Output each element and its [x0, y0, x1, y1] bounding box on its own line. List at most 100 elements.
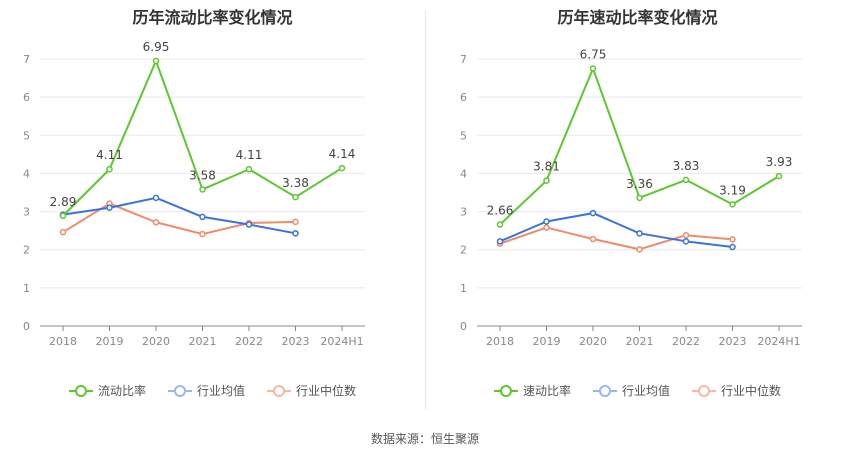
x-tick-label: 2019 — [96, 335, 124, 348]
data-point — [152, 194, 160, 202]
data-point — [245, 165, 253, 173]
legend-item-industry-mean[interactable]: 行业均值 — [592, 382, 670, 399]
data-label: 3.38 — [282, 176, 309, 190]
data-label: 3.36 — [626, 177, 653, 191]
series-line-industry-median — [499, 226, 733, 251]
legend-label: 速动比率 — [522, 384, 571, 398]
legend-label: 行业均值 — [621, 384, 670, 398]
data-point — [106, 165, 113, 173]
y-tick-label: 2 — [23, 244, 30, 257]
x-tick-label: 2024H1 — [757, 335, 800, 348]
series-line-main — [499, 67, 780, 226]
legend-line-icon — [167, 384, 192, 398]
legend-label: 流动比率 — [97, 384, 146, 398]
data-label: 3.19 — [719, 183, 746, 197]
data-point — [59, 212, 67, 220]
data-point — [199, 186, 206, 193]
y-tick-label: 4 — [23, 167, 30, 180]
y-tick-label: 6 — [23, 91, 30, 104]
y-tick-label: 0 — [23, 320, 30, 333]
y-tick-label: 6 — [460, 91, 467, 104]
x-tick-label: 2024H1 — [320, 335, 363, 348]
chart-title: 历年流动比率变化情况 — [132, 8, 293, 27]
data-point — [543, 218, 550, 225]
data-label: 4.11 — [236, 148, 263, 162]
y-tick-label: 1 — [23, 282, 30, 295]
data-label: 2.89 — [50, 195, 77, 209]
data-point — [589, 235, 597, 243]
legend-label: 行业中位数 — [296, 384, 357, 398]
y-tick-label: 7 — [23, 53, 30, 66]
y-tick-label: 3 — [460, 206, 467, 219]
x-tick-label: 2018 — [49, 335, 77, 348]
chart-panel-current-ratio: 0 1 2 3 4 5 6 7 2018 2019 2020 2021 2022 2023 2024H1 2.… — [0, 0, 425, 420]
y-tick-label: 0 — [460, 320, 467, 333]
data-point — [292, 230, 299, 237]
data-label: 2.66 — [487, 204, 514, 218]
x-tick-label: 2023 — [719, 335, 747, 348]
data-point — [589, 65, 597, 72]
data-point — [292, 218, 299, 226]
x-tick-label: 2019 — [533, 335, 561, 348]
legend-item-industry-median[interactable]: 行业中位数 — [267, 382, 356, 399]
data-point — [59, 228, 67, 236]
data-point — [543, 224, 550, 231]
y-tick-label: 3 — [23, 206, 30, 219]
x-tick-label: 2020 — [579, 335, 607, 348]
x-tick-label: 2018 — [486, 335, 514, 348]
data-point — [775, 172, 783, 180]
data-label: 6.95 — [143, 40, 170, 54]
x-tick-label: 2023 — [282, 335, 310, 348]
data-point — [199, 230, 206, 238]
y-tick-label: 4 — [460, 167, 467, 180]
line-chart-current-ratio: 0 1 2 3 4 5 6 7 2018 2019 2020 2021 2022 2023 2024H1 2.… — [23, 40, 365, 348]
data-point — [636, 230, 643, 237]
data-point — [682, 176, 690, 184]
data-point — [729, 243, 736, 251]
legend-item-quick-ratio[interactable]: 速动比率 — [493, 382, 571, 399]
data-label: 3.81 — [533, 160, 560, 174]
data-point — [636, 246, 643, 253]
data-point — [682, 238, 690, 245]
legend-item-industry-mean[interactable]: 行业均值 — [167, 382, 245, 399]
legend-line-icon — [68, 384, 93, 398]
chart-panel-quick-ratio: 0 1 2 3 4 5 6 7 2018 2019 2020 2021 2022 2023 2024H1 2.… — [425, 0, 850, 420]
chart-legend: 速动比率 行业均值 行业中位数 — [425, 382, 850, 399]
legend-line-icon — [267, 384, 291, 398]
data-point — [199, 213, 206, 221]
chart-title: 历年速动比率变化情况 — [557, 8, 718, 27]
data-point — [729, 236, 736, 243]
data-point — [292, 193, 299, 201]
data-label: 4.14 — [329, 147, 356, 161]
series-line-industry-mean — [62, 196, 296, 235]
y-tick-label: 1 — [460, 282, 467, 295]
x-tick-label: 2021 — [626, 335, 654, 348]
line-chart-quick-ratio: 0 1 2 3 4 5 6 7 2018 2019 2020 2021 2022 2023 2024H1 2.… — [460, 48, 802, 348]
data-point — [636, 194, 643, 202]
y-tick-label: 7 — [460, 53, 467, 66]
y-tick-label: 5 — [460, 129, 467, 142]
data-label: 3.83 — [673, 159, 700, 173]
data-point — [729, 201, 736, 208]
series-line-industry-mean — [499, 212, 733, 249]
data-label: 6.75 — [580, 48, 607, 62]
data-point — [152, 57, 160, 65]
chart-legend: 流动比率 行业均值 行业中位数 — [0, 382, 425, 399]
x-tick-label: 2022 — [672, 335, 700, 348]
legend-line-icon — [592, 384, 617, 398]
legend-line-icon — [493, 384, 518, 398]
data-point — [496, 238, 504, 245]
panel-divider — [425, 10, 426, 410]
legend-item-industry-median[interactable]: 行业中位数 — [692, 382, 781, 399]
y-tick-label: 2 — [460, 244, 467, 257]
legend-item-current-ratio[interactable]: 流动比率 — [68, 382, 146, 399]
data-point — [338, 164, 346, 172]
data-point — [589, 209, 597, 217]
data-point — [245, 221, 253, 228]
data-point — [682, 231, 690, 239]
y-tick-label: 5 — [23, 129, 30, 142]
x-tick-label: 2022 — [235, 335, 263, 348]
legend-line-icon — [692, 384, 716, 398]
x-tick-label: 2021 — [189, 335, 217, 348]
legend-label: 行业中位数 — [721, 384, 782, 398]
